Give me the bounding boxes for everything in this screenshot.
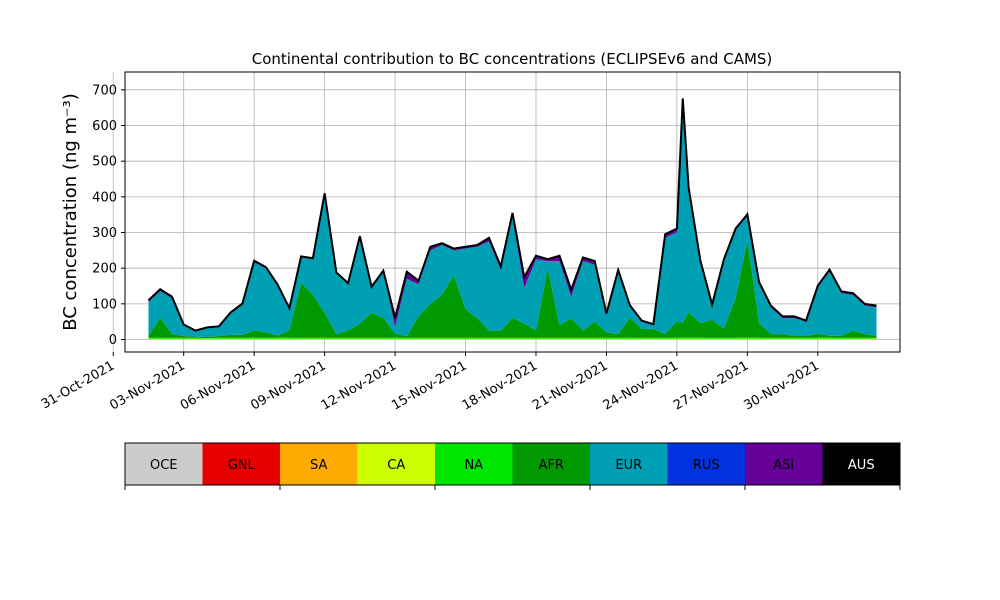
legend-label: AUS xyxy=(848,458,875,473)
legend-swatch-sa xyxy=(280,443,358,485)
y-tick-label: 500 xyxy=(92,155,117,170)
chart-title: Continental contribution to BC concentra… xyxy=(252,50,773,68)
legend-swatch-gnl xyxy=(202,443,280,485)
legend-swatch-eur xyxy=(590,443,668,485)
x-tick-label: 27-Nov-2021 xyxy=(671,358,751,413)
legend-swatch-na xyxy=(435,443,513,485)
x-tick-label: 06-Nov-2021 xyxy=(178,358,258,413)
x-tick-label: 24-Nov-2021 xyxy=(601,358,681,413)
x-tick-label: 15-Nov-2021 xyxy=(389,358,469,413)
legend-label: NA xyxy=(464,458,483,473)
legend-label: SA xyxy=(310,458,327,473)
y-tick-label: 300 xyxy=(92,226,117,241)
total-outline xyxy=(147,98,877,332)
x-tick-label: 03-Nov-2021 xyxy=(107,358,187,413)
legend-swatch-aus xyxy=(822,443,900,485)
area-series-afr xyxy=(148,241,877,339)
y-axis-label: BC concentration (ng m⁻³) xyxy=(60,93,81,331)
legend-swatch-ca xyxy=(357,443,435,485)
x-tick-label: 30-Nov-2021 xyxy=(742,358,822,413)
legend-swatch-oce xyxy=(125,443,203,485)
legend-label: ASI xyxy=(773,458,794,473)
legend: OCE GNL SA CA NA AFR EUR RUS ASI AUS xyxy=(124,442,901,490)
x-tick-label: 21-Nov-2021 xyxy=(530,358,610,413)
x-tick-label: 12-Nov-2021 xyxy=(319,358,399,413)
legend-label: AFR xyxy=(539,458,564,473)
legend-label: GNL xyxy=(228,458,256,473)
legend-swatch-asi xyxy=(745,443,823,485)
legend-swatch-rus xyxy=(667,443,745,485)
plot-frame xyxy=(124,71,901,353)
legend-label: EUR xyxy=(615,458,642,473)
y-tick-label: 400 xyxy=(92,190,117,205)
y-tick-label: 600 xyxy=(92,119,117,134)
x-tick-label: 31-Oct-2021 xyxy=(39,358,117,412)
x-tick-label: 09-Nov-2021 xyxy=(248,358,328,413)
legend-label: OCE xyxy=(150,458,178,473)
x-tick-label: 18-Nov-2021 xyxy=(460,358,540,413)
legend-label: RUS xyxy=(693,458,720,473)
y-tick-label: 700 xyxy=(92,83,117,98)
area-series-eur xyxy=(148,101,877,338)
axes-layer xyxy=(124,71,901,353)
area-layer xyxy=(147,98,877,340)
legend-label: CA xyxy=(387,458,405,473)
y-tick-label: 0 xyxy=(109,333,117,348)
y-tick-label: 200 xyxy=(92,262,117,277)
legend-swatch-afr xyxy=(512,443,590,485)
legend-frame xyxy=(124,442,901,486)
area-series-ca xyxy=(148,338,877,340)
y-tick-label: 100 xyxy=(92,297,117,312)
